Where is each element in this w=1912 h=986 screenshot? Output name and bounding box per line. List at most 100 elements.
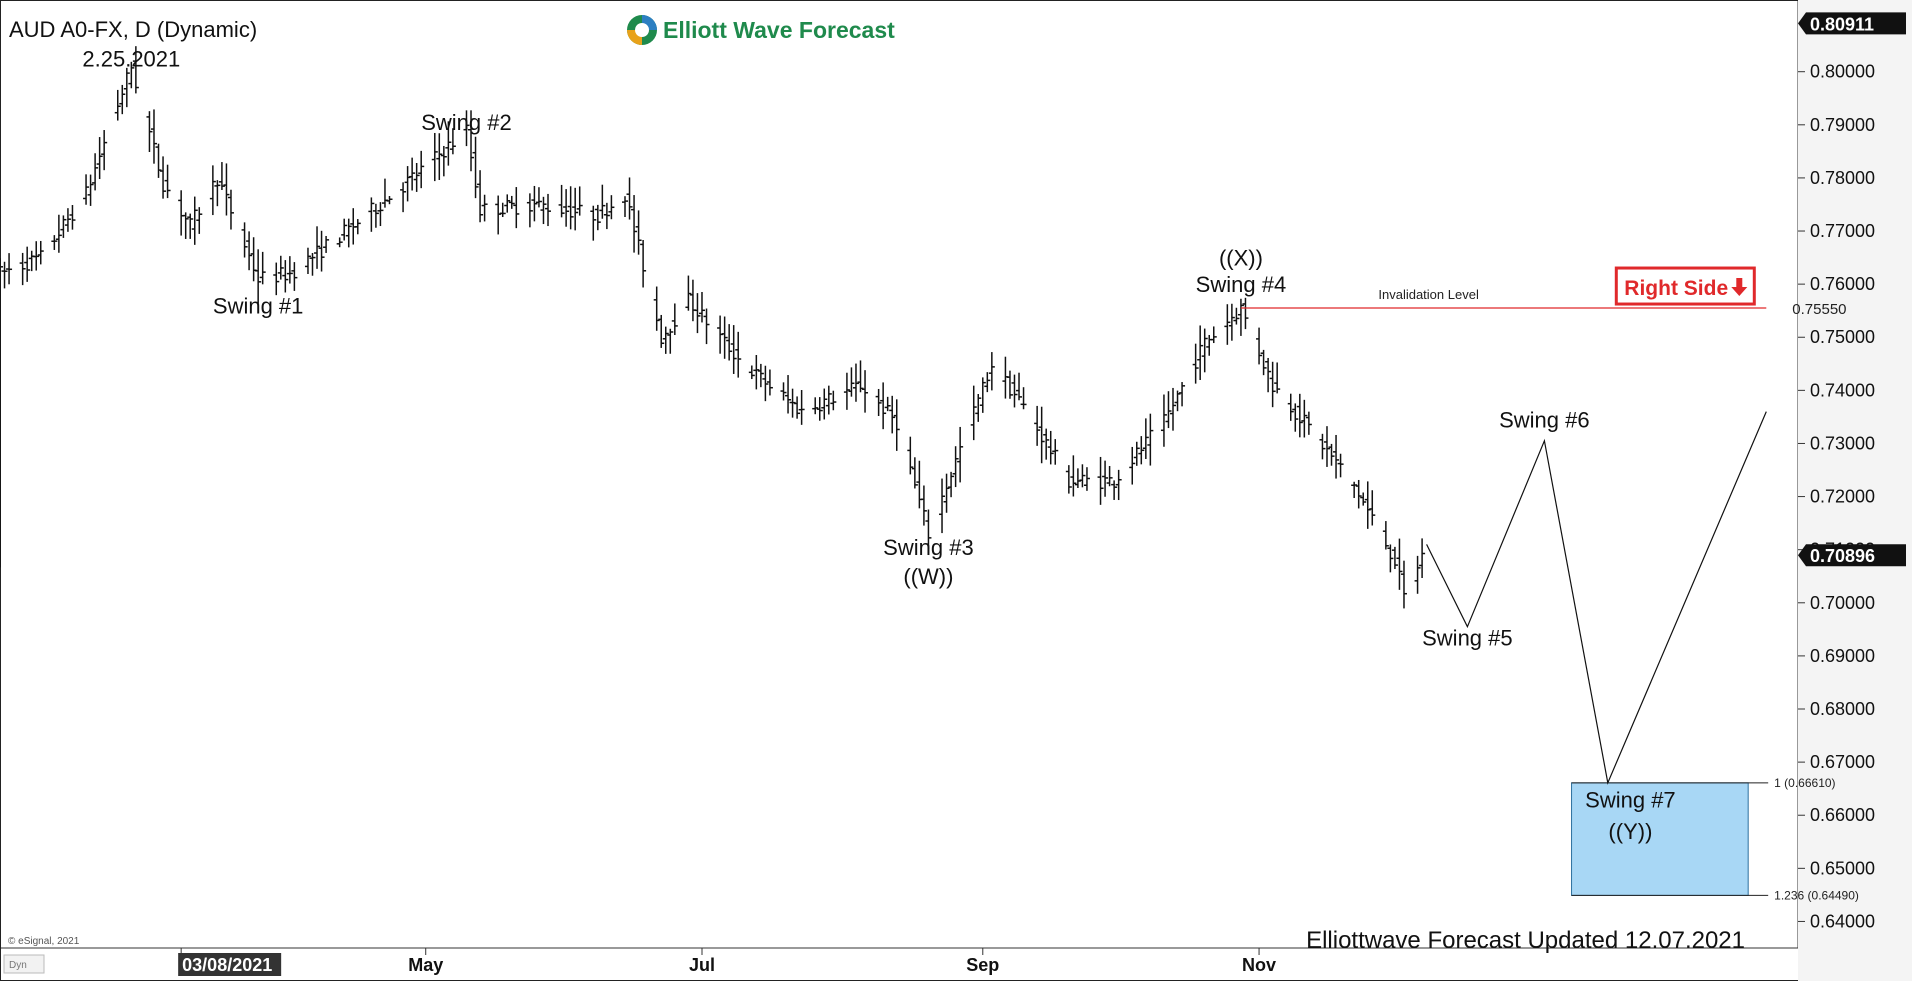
ohlc-bar — [1333, 434, 1340, 479]
ohlc-bar — [33, 241, 40, 271]
ohlc-bar — [563, 189, 570, 227]
ohlc-bars — [0, 46, 1426, 609]
ohlc-bar — [671, 303, 678, 336]
y-tick-label: 0.77000 — [1810, 221, 1875, 241]
ohlc-bar — [830, 390, 837, 411]
ohlc-bar — [1133, 441, 1140, 466]
ohlc-bar — [132, 46, 139, 94]
ohlc-bar — [640, 240, 647, 288]
ohlc-bar — [812, 397, 819, 415]
wave-label: ((Y)) — [1608, 819, 1652, 844]
ohlc-bar — [55, 214, 62, 253]
ohlc-bar — [988, 352, 995, 391]
ohlc-bar — [409, 157, 416, 191]
ohlc-bar — [785, 375, 792, 414]
y-tick-label: 0.75000 — [1810, 327, 1875, 347]
ohlc-bar — [1328, 443, 1335, 466]
ohlc-bar — [794, 396, 801, 419]
dyn-label: Dyn — [9, 960, 27, 971]
ohlc-bar — [667, 328, 674, 354]
ohlc-bar — [282, 260, 289, 293]
ohlc-bar — [1419, 538, 1426, 579]
ohlc-bar — [69, 205, 76, 230]
ohlc-bar — [1360, 492, 1367, 506]
ohlc-bar — [1160, 394, 1167, 447]
ohlc-bar — [400, 182, 407, 213]
ohlc-bar — [60, 215, 67, 238]
current-price-tag-text: 0.70896 — [1810, 546, 1875, 566]
ohlc-bar — [780, 382, 787, 401]
symbol-title: AUD A0-FX, D (Dynamic) — [9, 17, 257, 42]
ohlc-bar — [576, 186, 583, 216]
wave-label: Swing #2 — [421, 110, 512, 135]
ohlc-bar — [96, 137, 103, 180]
ohlc-bar — [766, 369, 773, 396]
ohlc-bar — [762, 365, 769, 402]
ohlc-bar — [730, 325, 737, 374]
ohlc-bar — [1006, 370, 1013, 399]
ohlc-bar — [1400, 560, 1407, 609]
ohlc-bar — [1387, 544, 1394, 573]
ohlc-bar — [1115, 469, 1122, 501]
ohlc-bar — [1138, 436, 1145, 465]
ohlc-bar — [1319, 433, 1326, 460]
ohlc-bar — [599, 184, 606, 219]
ohlc-bar — [227, 189, 234, 230]
ohlc-bar — [608, 195, 615, 220]
invalidation-value: 0.75550 — [1792, 301, 1846, 318]
ohlc-bar — [304, 247, 311, 274]
ohlc-bar — [911, 457, 918, 489]
ohlc-bar — [1074, 468, 1081, 489]
ohlc-bar — [0, 258, 3, 568]
ohlc-bar — [1043, 428, 1050, 460]
ohlc-bar — [24, 246, 31, 282]
y-tick-label: 0.72000 — [1810, 487, 1875, 507]
ohlc-bar — [128, 61, 135, 89]
ohlc-bar — [1301, 399, 1308, 438]
ohlc-bar — [825, 385, 832, 415]
ohlc-bar — [957, 426, 964, 483]
ohlc-bar — [508, 195, 515, 209]
ohlc-bar — [1192, 343, 1199, 384]
ohlc-bar — [1355, 479, 1362, 509]
dyn-button[interactable] — [3, 954, 45, 974]
ohlc-bar — [209, 165, 216, 216]
ohlc-bar — [979, 377, 986, 413]
ohlc-bar — [277, 255, 284, 280]
ohlc-bar — [1396, 538, 1403, 590]
ohlc-bar — [735, 331, 742, 378]
ohlc-bar — [37, 240, 44, 265]
ohlc-bar — [1233, 307, 1240, 325]
ohlc-bar — [1147, 413, 1154, 466]
ohlc-bar — [726, 324, 733, 361]
ohlc-bar — [64, 208, 71, 232]
ohlc-bar — [1260, 349, 1267, 376]
ohlc-bar — [354, 219, 361, 235]
ohlc-bar — [952, 446, 959, 488]
ohlc-bar — [377, 202, 384, 227]
ohlc-bar — [662, 326, 669, 354]
price-axis-panel — [1798, 0, 1912, 981]
top-price-tag: 0.80911 — [1798, 12, 1906, 35]
ohlc-bar — [531, 185, 538, 222]
current-price-tag: 0.70896 — [1798, 544, 1906, 567]
ohlc-bar — [223, 163, 230, 216]
y-tick-label: 0.69000 — [1810, 646, 1875, 666]
ohlc-bar — [101, 130, 108, 171]
ohlc-bar — [1265, 357, 1272, 393]
ohlc-bar — [472, 136, 479, 199]
ohlc-bar — [1020, 387, 1027, 410]
ohlc-bar — [150, 109, 157, 164]
ohlc-bar — [753, 355, 760, 390]
top-price-tag-text: 0.80911 — [1810, 14, 1874, 34]
ohlc-bar — [925, 509, 932, 550]
ohlc-bar — [1269, 361, 1276, 408]
ohlc-bar — [1256, 327, 1263, 365]
ohlc-bar — [884, 396, 891, 412]
ohlc-bar — [631, 195, 638, 253]
ohlc-bar — [558, 184, 565, 218]
arrow-down-icon — [1731, 278, 1748, 297]
ohlc-bar — [848, 367, 855, 397]
ohlc-bar — [495, 195, 502, 235]
